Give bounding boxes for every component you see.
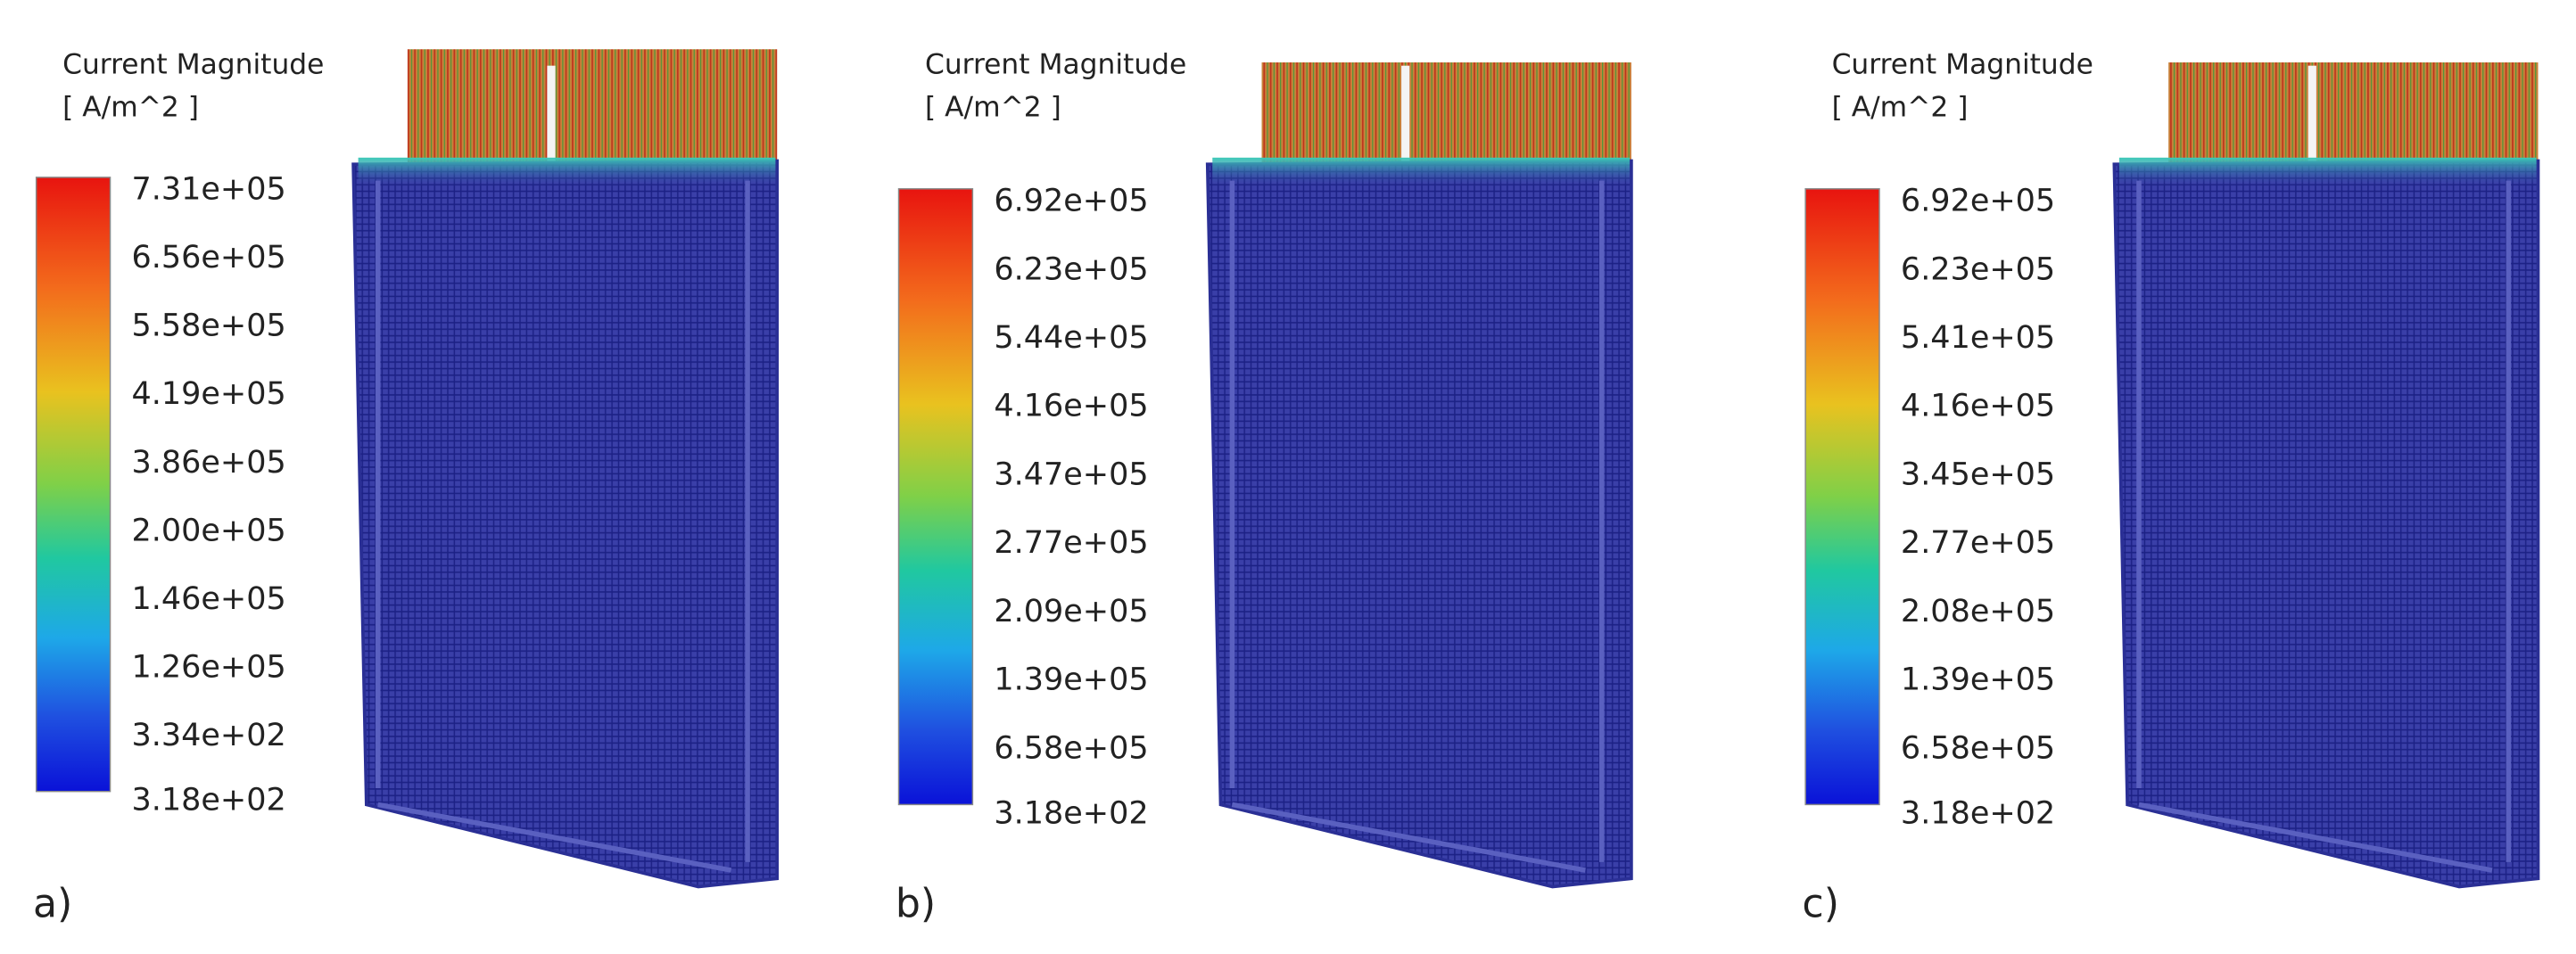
cell-body bbox=[1205, 159, 1633, 889]
legend-label: 1.46e+05 bbox=[131, 581, 285, 617]
cell-edge bbox=[2136, 180, 2512, 873]
battery-render bbox=[2112, 62, 2540, 889]
panel: Current Magnitude [ A/m^2 ] 6.92e+05 6.23e+… bbox=[1802, 49, 2540, 927]
legend-label: 6.92e+05 bbox=[1901, 184, 2055, 219]
tab-gap bbox=[2308, 65, 2316, 161]
legend-label: 3.86e+05 bbox=[131, 445, 285, 481]
legend-label: 4.19e+05 bbox=[131, 376, 285, 412]
legend-label: 7.31e+05 bbox=[131, 172, 285, 208]
color-bar bbox=[1804, 188, 1880, 806]
legend-label: 2.09e+05 bbox=[994, 594, 1148, 629]
legend-label: 3.34e+02 bbox=[131, 718, 285, 753]
current-band bbox=[2118, 157, 2537, 187]
legend-label: 5.58e+05 bbox=[131, 308, 285, 344]
legend-label: 5.41e+05 bbox=[1901, 320, 2055, 356]
tab-gap bbox=[1401, 65, 1410, 161]
current-band bbox=[1212, 157, 1631, 187]
cell-edge bbox=[1229, 180, 1605, 873]
legend-label: 6.58e+05 bbox=[1901, 730, 2055, 766]
legend-unit: [ A/m^2 ] bbox=[925, 92, 1061, 124]
color-bar bbox=[35, 177, 111, 793]
panel-label: a) bbox=[33, 882, 72, 927]
legend-unit: [ A/m^2 ] bbox=[1832, 92, 1969, 124]
legend-label: 3.18e+02 bbox=[1901, 795, 2055, 831]
legend-label: 3.47e+05 bbox=[994, 456, 1148, 492]
legend-unit: [ A/m^2 ] bbox=[62, 92, 199, 124]
legend-label: 2.77e+05 bbox=[1901, 525, 2055, 561]
legend-label: 1.39e+05 bbox=[994, 662, 1148, 698]
legend-label: 4.16e+05 bbox=[1901, 389, 2055, 424]
panel-label: c) bbox=[1802, 882, 1839, 927]
legend-label: 2.77e+05 bbox=[994, 525, 1148, 561]
current-band bbox=[358, 157, 776, 187]
legend-label: 5.44e+05 bbox=[994, 320, 1148, 356]
cell-body bbox=[2112, 159, 2540, 889]
legend-label: 6.58e+05 bbox=[994, 730, 1148, 766]
legend-label: 2.08e+05 bbox=[1901, 594, 2055, 629]
legend-label: 3.45e+05 bbox=[1901, 456, 2055, 492]
battery-render bbox=[1205, 62, 1633, 889]
panel-label: b) bbox=[896, 882, 936, 927]
legend-title: Current Magnitude bbox=[925, 49, 1186, 81]
battery-render bbox=[351, 49, 780, 889]
legend-label: 3.18e+02 bbox=[131, 783, 285, 818]
legend-label: 2.00e+05 bbox=[131, 513, 285, 548]
panel: Current Magnitude [ A/m^2 ] 7.31e+05 6.56e+… bbox=[33, 49, 780, 927]
legend-label: 6.92e+05 bbox=[994, 184, 1148, 219]
legend-label: 1.39e+05 bbox=[1901, 662, 2055, 698]
panel: Current Magnitude [ A/m^2 ] 6.92e+05 6.23e+… bbox=[896, 49, 1633, 927]
tab bbox=[407, 49, 778, 165]
cell-edge bbox=[375, 180, 750, 873]
legend-label: 3.18e+02 bbox=[994, 795, 1148, 831]
legend-label: 6.56e+05 bbox=[131, 240, 285, 276]
legend-label: 1.26e+05 bbox=[131, 649, 285, 685]
legend-title: Current Magnitude bbox=[1832, 49, 2093, 81]
legend-label: 6.23e+05 bbox=[1901, 251, 2055, 287]
cell-body bbox=[351, 159, 780, 889]
color-bar bbox=[897, 188, 974, 806]
legend-title: Current Magnitude bbox=[62, 49, 324, 81]
legend-label: 6.23e+05 bbox=[994, 251, 1148, 287]
tab-gap bbox=[547, 65, 556, 161]
legend-label: 4.16e+05 bbox=[994, 389, 1148, 424]
